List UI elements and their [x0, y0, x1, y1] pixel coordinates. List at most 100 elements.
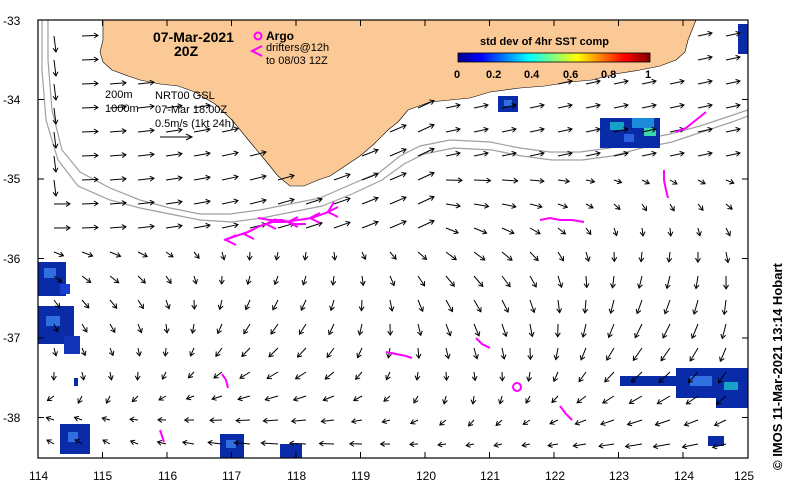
current-vector-head	[557, 282, 564, 289]
current-vector-head	[294, 374, 301, 380]
current-vector	[53, 323, 59, 332]
current-vector	[190, 347, 195, 357]
current-vector-head	[233, 126, 239, 133]
current-vector	[529, 203, 543, 208]
current-vector	[585, 104, 601, 109]
current-vector	[165, 105, 183, 109]
current-vector-head	[115, 252, 122, 258]
current-vector	[243, 323, 251, 334]
current-vector-head	[261, 198, 267, 204]
current-vector-head	[685, 399, 692, 405]
current-vector-head	[156, 439, 163, 446]
current-vector-head	[707, 102, 713, 109]
current-vector	[241, 347, 251, 357]
current-vector	[613, 104, 629, 109]
current-vector	[389, 275, 395, 286]
current-vector-head	[391, 254, 397, 260]
current-vector	[613, 179, 622, 184]
current-vector	[613, 128, 629, 133]
current-vector-head	[578, 376, 584, 383]
current-vector-head	[373, 172, 379, 178]
current-vector	[165, 129, 183, 133]
current-vector	[473, 299, 482, 313]
current-vector	[445, 347, 450, 359]
current-vector	[529, 227, 541, 235]
current-vector-head	[45, 415, 52, 422]
current-vector	[417, 100, 435, 109]
current-vector	[613, 227, 618, 236]
current-vector	[466, 443, 475, 447]
current-vector	[697, 32, 713, 37]
current-vector	[137, 225, 155, 229]
current-vector-head	[612, 230, 619, 237]
current-vector	[691, 323, 699, 339]
current-vector	[74, 416, 83, 421]
current-vector-head	[289, 197, 295, 204]
lat-label: -35	[3, 172, 21, 186]
current-vector	[413, 395, 419, 404]
current-vector-head	[672, 179, 678, 185]
current-vector-head	[483, 102, 489, 109]
current-vector-head	[215, 351, 221, 357]
current-vector	[323, 395, 335, 401]
current-vector	[357, 347, 363, 358]
current-vector	[669, 179, 678, 185]
current-vector-head	[511, 126, 517, 133]
current-vector	[157, 441, 167, 445]
current-vector-head	[270, 329, 276, 335]
current-vector-head	[268, 352, 274, 358]
current-vector	[81, 275, 91, 283]
current-vector-head	[443, 375, 450, 382]
current-vector-head	[401, 147, 407, 154]
current-vector	[81, 106, 99, 109]
current-vector	[81, 347, 86, 356]
current-vector	[725, 179, 734, 184]
current-vector-head	[302, 255, 309, 261]
current-vector-head	[437, 441, 443, 448]
current-vector-head	[327, 329, 334, 336]
current-vector	[725, 227, 731, 236]
current-vector-head	[560, 229, 567, 235]
patch-west-36	[38, 262, 70, 296]
current-vector	[165, 153, 183, 157]
current-vector-head	[356, 352, 362, 359]
current-vector-head	[121, 128, 127, 134]
current-vector	[213, 371, 223, 379]
current-vector	[332, 275, 335, 286]
current-vector	[658, 371, 671, 383]
current-vector	[695, 275, 699, 289]
drifter-chevron	[307, 212, 321, 224]
current-vector	[208, 441, 223, 445]
current-vector-head	[727, 204, 733, 210]
current-vector-head	[531, 282, 537, 288]
current-vector-head	[288, 440, 295, 447]
current-vector	[473, 347, 478, 359]
current-vector-head	[662, 333, 668, 339]
current-vector-head	[503, 307, 510, 313]
current-vector-head	[658, 377, 664, 384]
lat-label: -33	[3, 14, 21, 28]
current-vector	[445, 275, 455, 287]
current-vector-head	[446, 330, 452, 337]
current-vector-head	[149, 79, 155, 86]
current-vector-head	[608, 308, 615, 315]
current-vector	[389, 220, 407, 229]
current-vector-head	[108, 350, 115, 357]
current-vector	[211, 395, 223, 400]
current-vector-head	[264, 395, 270, 402]
current-vector	[263, 419, 279, 422]
current-vector-head	[262, 417, 268, 424]
current-vector-head	[401, 195, 407, 202]
current-vector-head	[102, 439, 108, 445]
current-vector-head	[509, 229, 515, 235]
current-vector-head	[486, 177, 492, 184]
drifter-track-8	[221, 373, 229, 389]
longitude-axis: 114 115 116 117 118 119 120 121 122 123 …	[29, 469, 754, 483]
current-vector	[529, 299, 535, 313]
current-vector	[613, 203, 621, 210]
current-vector	[53, 275, 62, 283]
current-vector-head	[725, 230, 731, 237]
current-vector	[109, 371, 113, 380]
current-vector-head	[245, 279, 252, 286]
drifter-chevrons	[223, 206, 339, 246]
